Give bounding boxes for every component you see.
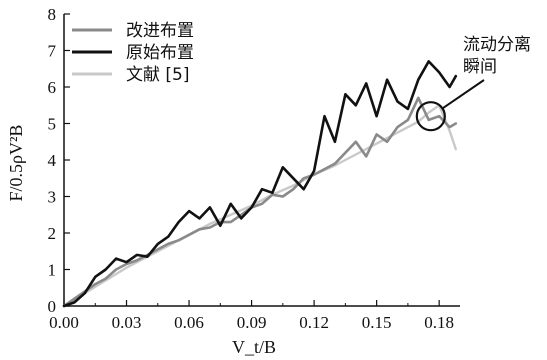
x-tick-label: 0.18 [424,313,454,332]
annotation-leader [442,79,485,110]
y-axis: 0 1 2 3 4 5 6 7 8 [48,5,70,316]
x-tick-label: 0.06 [174,313,204,332]
annotation-text: 瞬间 [463,57,497,77]
x-tick-label: 0.15 [362,313,392,332]
y-tick-label: 1 [48,261,57,280]
legend-label: 原始布置 [126,43,194,63]
series-line-2 [62,104,457,308]
x-tick-label: 0.00 [49,313,79,332]
y-tick-label: 8 [48,5,57,24]
x-axis-title: V_t/B [232,337,276,357]
series-line-0 [62,96,458,308]
y-tick-label: 4 [48,151,57,170]
x-tick-label: 0.09 [237,313,267,332]
y-tick-label: 5 [48,115,57,134]
y-axis-title: F/0.5ρV²B [6,125,26,202]
annotation-text: 流动分离 [463,35,531,55]
y-tick-label: 6 [48,78,57,97]
series-line-1 [62,60,458,308]
y-tick-label: 7 [48,42,57,61]
y-tick-label: 0 [48,297,57,316]
x-axis: 0.00 0.03 0.06 0.09 0.12 0.15 0.18 [49,300,454,332]
x-tick-label: 0.03 [112,313,142,332]
x-tick-label: 0.12 [299,313,329,332]
legend-label: 改进布置 [126,21,194,41]
legend-label: 文献 [5] [126,65,189,85]
series-layer [62,60,458,308]
y-tick-label: 2 [48,224,57,243]
separation-circle [415,101,446,132]
y-tick-label: 3 [48,188,57,207]
